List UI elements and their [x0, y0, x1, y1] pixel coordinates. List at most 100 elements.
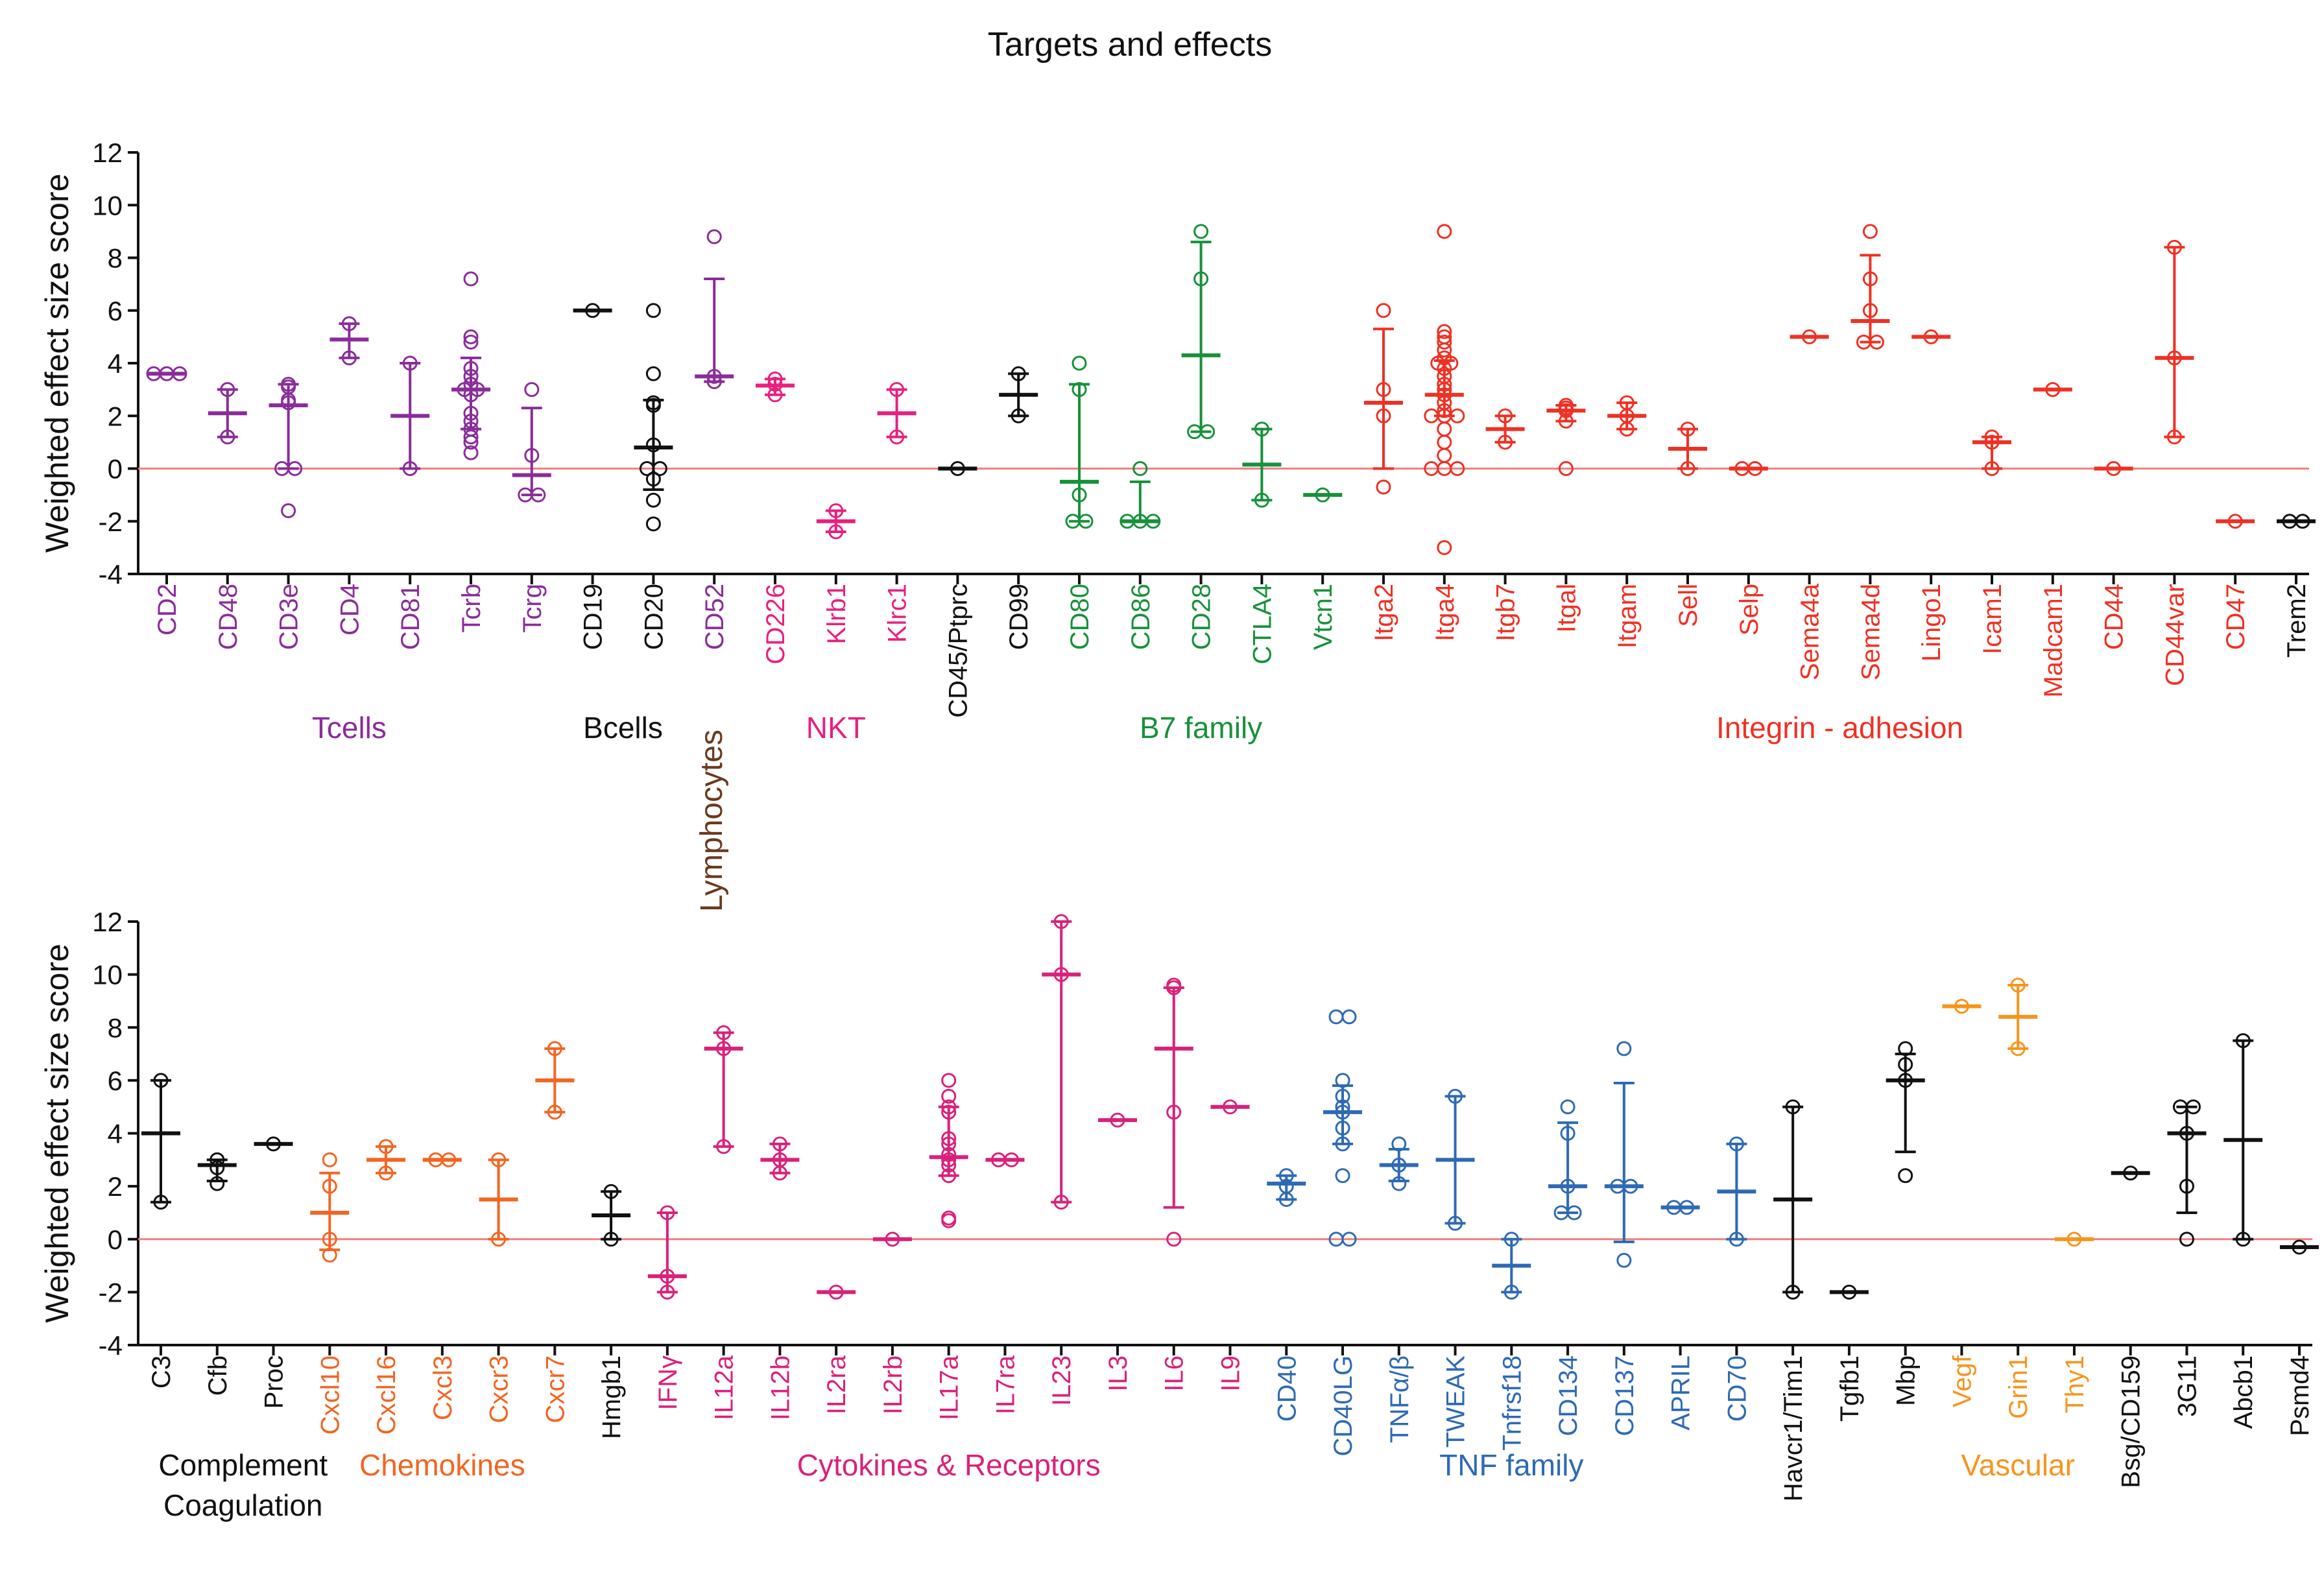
data-point	[1335, 1120, 1350, 1136]
category-cfb: Cfb	[197, 1152, 237, 1396]
category-cd70: CD70	[1717, 1136, 1756, 1422]
data-point	[1078, 514, 1094, 529]
data-point	[281, 503, 296, 518]
category-label: CD40LG	[1329, 1355, 1358, 1457]
category-cd81: CD81	[390, 355, 430, 650]
category-cd40: CD40	[1267, 1168, 1306, 1422]
category-label: IL6	[1160, 1355, 1189, 1392]
y-tick-label: -2	[99, 507, 123, 537]
category-itgal: Itgal	[1546, 398, 1586, 633]
category-il2ra: IL2ra	[817, 1284, 856, 1414]
y-axis-label: Weighted effect size score	[39, 944, 75, 1323]
category-label: APRIL	[1667, 1355, 1695, 1431]
y-tick-label: -4	[99, 559, 123, 590]
data-point	[941, 1136, 957, 1152]
category-ctla4: CTLA4	[1242, 422, 1282, 664]
y-tick-label: 4	[108, 348, 123, 379]
category-label: Cxcr3	[485, 1355, 514, 1423]
data-point	[341, 316, 357, 331]
data-point	[463, 329, 479, 344]
data-point	[1898, 1168, 1913, 1184]
category-tgfb1: Tgfb1	[1829, 1284, 1869, 1422]
data-point	[716, 1139, 732, 1154]
group-label-bcells: Bcells	[583, 711, 663, 745]
category-label: CD40	[1273, 1355, 1301, 1422]
category-ifn: IFNγ	[647, 1205, 687, 1410]
data-point	[645, 303, 661, 318]
data-point	[652, 461, 667, 476]
data-point	[1072, 355, 1087, 371]
category-thy1: Thy1	[2054, 1232, 2094, 1413]
category-cd52: CD52	[695, 229, 734, 650]
data-point	[402, 461, 418, 476]
y-tick-label: -2	[99, 1277, 123, 1307]
data-point	[1869, 335, 1884, 350]
category-label: CD44var	[2161, 584, 2189, 686]
data-point	[2179, 1232, 2194, 1247]
y-axis-label: Weighted effect size score	[39, 174, 75, 553]
category-label: C3	[147, 1355, 176, 1389]
y-tick-label: 10	[92, 960, 123, 990]
y-tick-label: 2	[108, 1171, 123, 1202]
category-label: Cxcl3	[429, 1355, 457, 1420]
data-point	[1335, 1168, 1350, 1184]
category-label: Proc	[260, 1355, 289, 1409]
data-point	[2010, 1041, 2026, 1056]
category-label: CD86	[1127, 584, 1155, 650]
data-point	[1437, 335, 1452, 350]
data-point	[1450, 408, 1465, 423]
data-point	[1376, 382, 1391, 398]
data-point	[706, 229, 722, 244]
category-label: Itgb7	[1492, 584, 1520, 641]
data-point	[1011, 366, 1026, 381]
category-3g11: 3G11	[2167, 1099, 2207, 1417]
data-point	[603, 1232, 619, 1247]
data-point	[941, 1147, 957, 1162]
y-tick-label: 6	[108, 296, 123, 326]
category-label: Tcrb	[457, 584, 486, 633]
category-label: IL2rb	[879, 1355, 907, 1414]
data-point	[1448, 1088, 1463, 1104]
group-label-lymphocytes: Lymphocytes	[695, 730, 729, 912]
category-label: CD226	[761, 584, 790, 665]
y-tick-label: 12	[92, 907, 123, 937]
data-point	[941, 1088, 957, 1104]
data-point	[1616, 1041, 1632, 1056]
category-label: CD20	[640, 584, 668, 650]
data-point	[1193, 224, 1209, 239]
data-point	[220, 429, 235, 445]
category-label: Vtcn1	[1309, 584, 1337, 650]
category-label: CD2	[153, 584, 182, 636]
data-point	[941, 1168, 957, 1184]
category-label: IL17a	[935, 1355, 964, 1420]
category-label: CD137	[1611, 1355, 1639, 1437]
data-point	[2166, 429, 2182, 445]
category-il6: IL6	[1154, 977, 1193, 1392]
category-il2rb: IL2rb	[872, 1232, 912, 1414]
data-point	[463, 405, 479, 421]
category-cd137: CD137	[1604, 1041, 1644, 1437]
group-label-nkt: NKT	[806, 711, 866, 745]
category-label: IL23	[1048, 1355, 1076, 1406]
data-point	[1450, 461, 1465, 476]
data-point	[1558, 461, 1574, 476]
category-label: Klrc1	[883, 584, 912, 643]
data-point	[153, 1073, 169, 1088]
data-point	[1503, 1284, 1519, 1300]
data-point	[322, 1178, 337, 1194]
category-label: Itga2	[1370, 584, 1398, 641]
category-cxcr3: Cxcr3	[479, 1152, 518, 1423]
y-tick-label: -4	[99, 1330, 123, 1361]
data-point	[1558, 413, 1574, 429]
category-label: CD4	[335, 584, 364, 636]
data-point	[941, 1131, 957, 1147]
data-point	[547, 1041, 562, 1056]
data-point	[1680, 461, 1695, 476]
data-point	[1341, 1009, 1357, 1025]
category-april: APRIL	[1660, 1200, 1700, 1431]
y-tick-label: 2	[108, 401, 123, 431]
data-point	[1785, 1099, 1801, 1115]
data-point	[531, 487, 546, 503]
data-point	[463, 335, 479, 350]
y-tick-label: 10	[92, 190, 123, 221]
